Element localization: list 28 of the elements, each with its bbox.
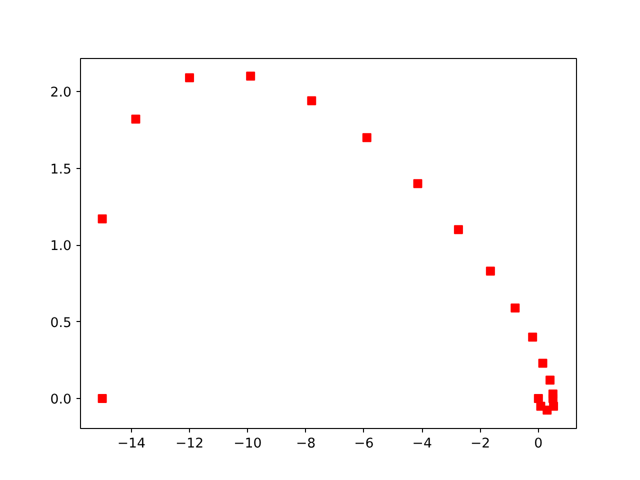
y-tick-label: 2.0 bbox=[50, 86, 72, 101]
x-tick-label: 0 bbox=[534, 436, 543, 452]
point bbox=[131, 114, 140, 124]
x-tick-label: −12 bbox=[175, 436, 204, 452]
y-tick-label: 1.0 bbox=[50, 239, 72, 254]
x-tick-label: −4 bbox=[412, 436, 432, 452]
point bbox=[538, 358, 548, 368]
point bbox=[454, 225, 463, 234]
point bbox=[98, 214, 107, 224]
point bbox=[362, 133, 372, 142]
y-tick-label: 0.5 bbox=[50, 316, 72, 331]
point bbox=[246, 72, 256, 81]
point bbox=[510, 303, 520, 312]
point bbox=[413, 179, 422, 188]
x-tick-label: −2 bbox=[470, 436, 490, 452]
x-tick-label: −6 bbox=[354, 436, 374, 452]
point bbox=[185, 73, 194, 82]
point bbox=[528, 332, 538, 342]
point bbox=[546, 376, 555, 385]
point bbox=[98, 394, 107, 404]
x-tick-label: −14 bbox=[117, 436, 146, 452]
point bbox=[486, 266, 495, 276]
x-tick-label: −8 bbox=[296, 436, 316, 452]
point bbox=[307, 96, 316, 106]
point bbox=[549, 402, 558, 411]
y-tick-label: 1.5 bbox=[50, 162, 72, 178]
y-tick-label: 0.0 bbox=[50, 392, 72, 408]
x-tick-label: −10 bbox=[234, 436, 262, 452]
